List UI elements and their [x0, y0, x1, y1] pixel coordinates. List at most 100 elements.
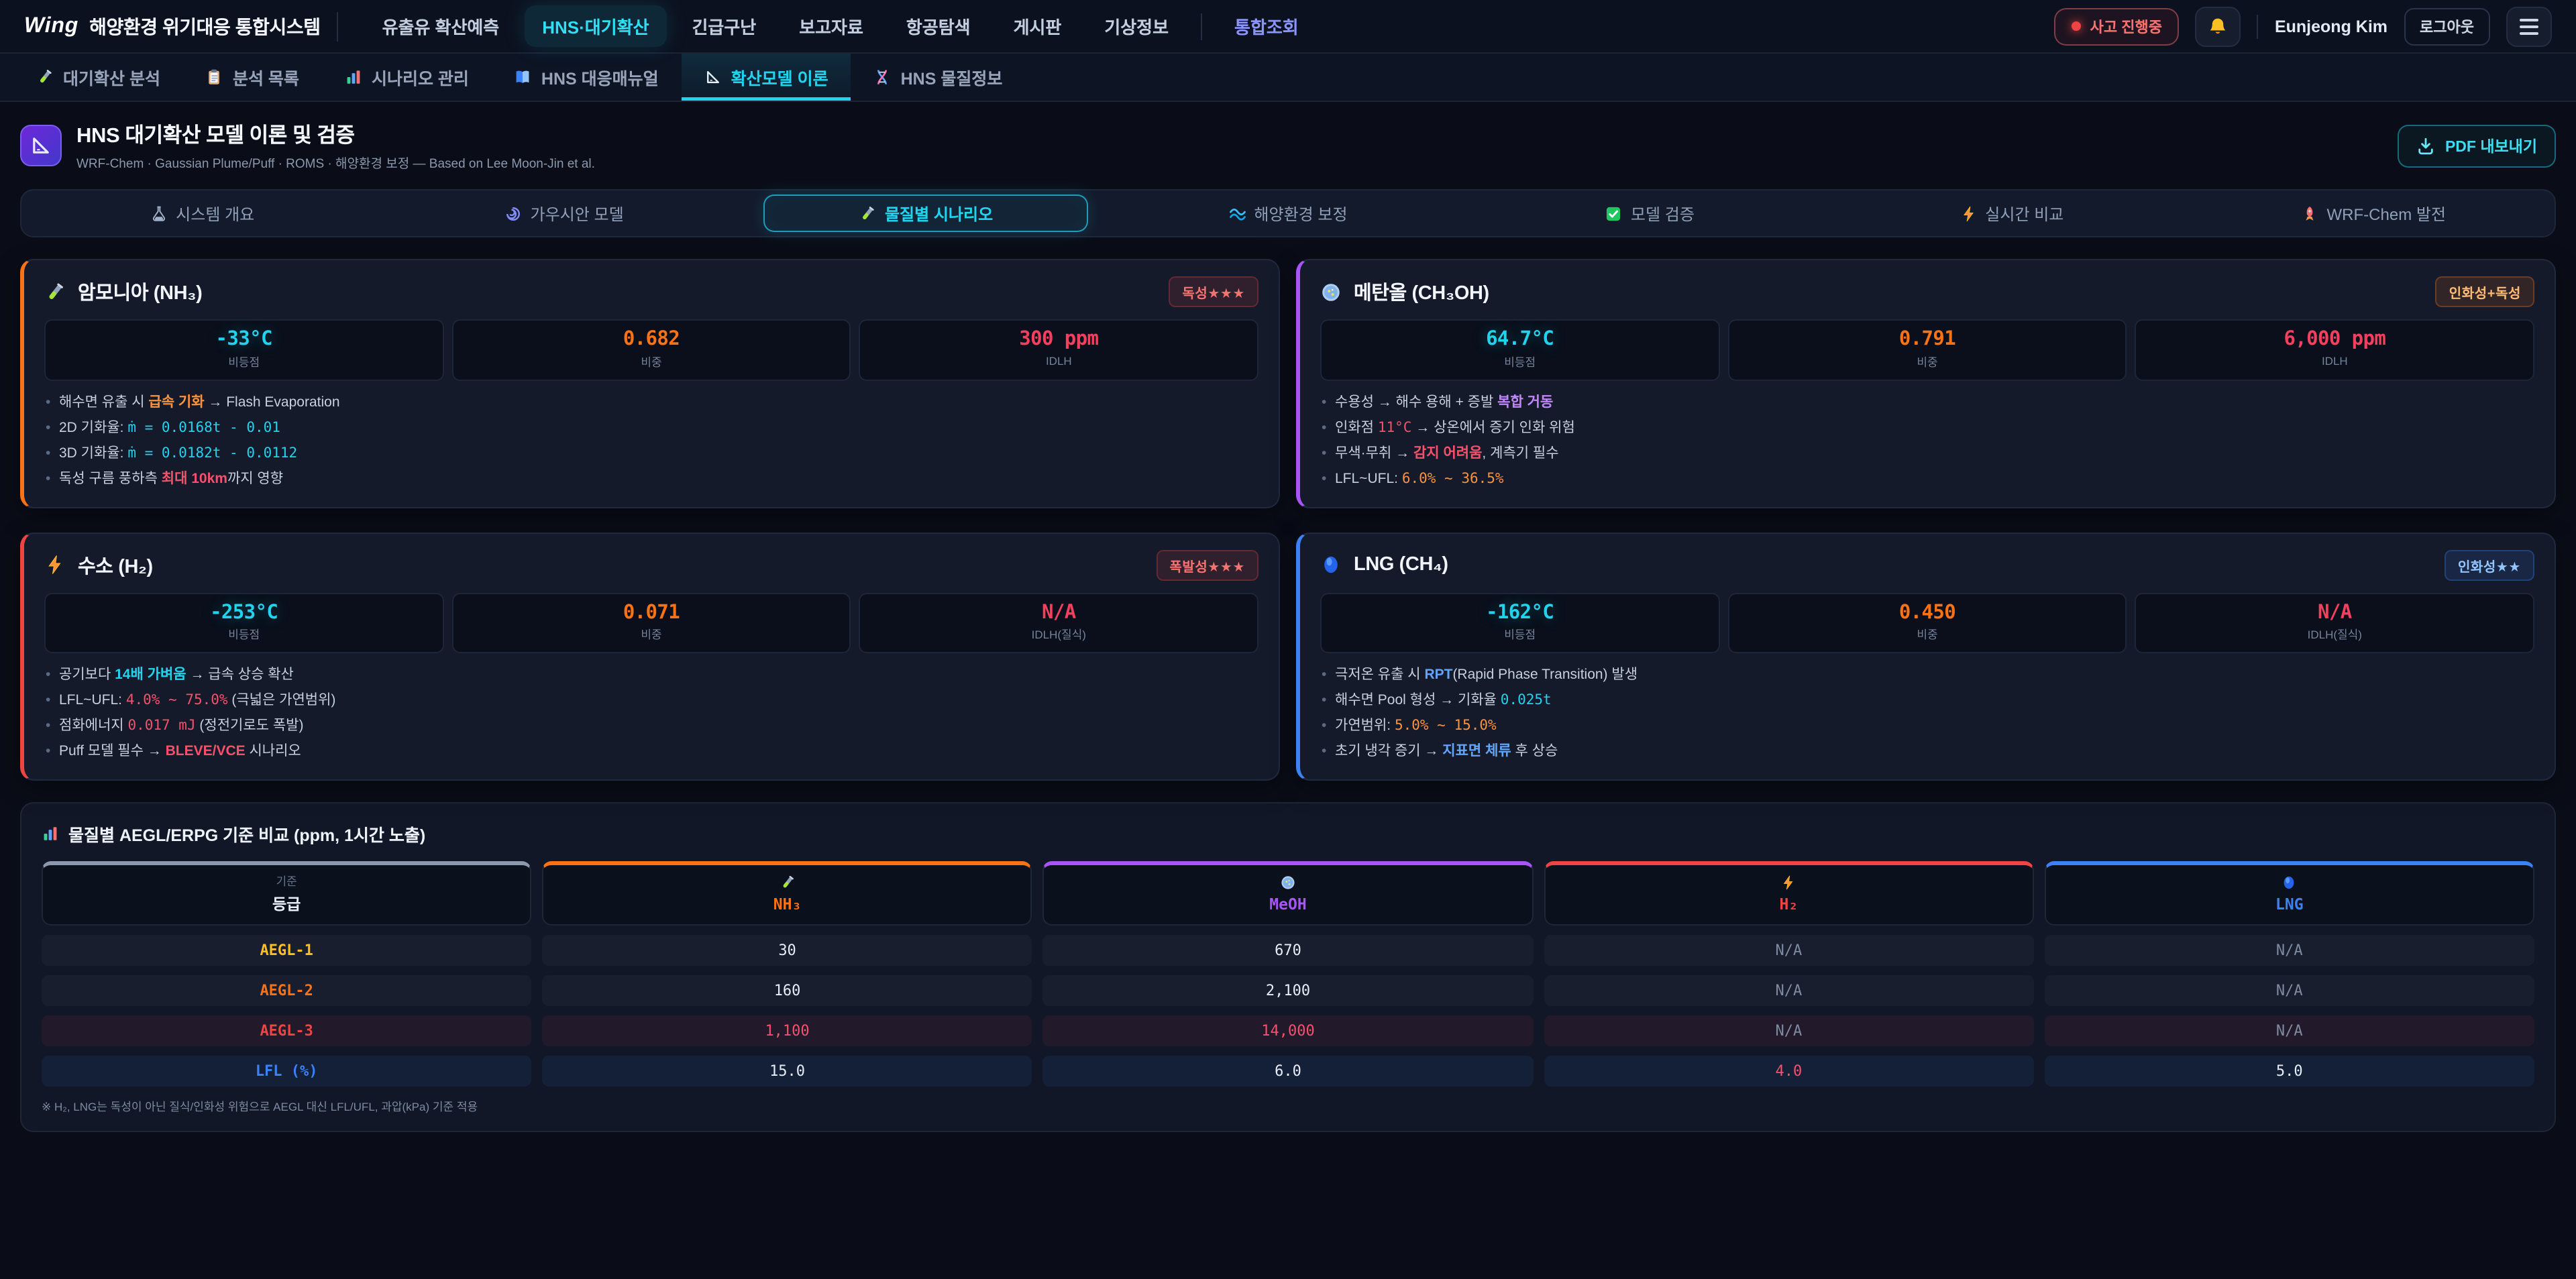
stat-box: -253°C 비등점: [44, 592, 444, 654]
notifications-button[interactable]: [2195, 6, 2241, 46]
subnav-item-2[interactable]: 시나리오 관리: [322, 54, 492, 101]
wave-icon: [1228, 205, 1246, 222]
note-line: 해수면 Pool 형성 → 기화율 0.025t: [1320, 692, 2534, 710]
bell-icon: [2208, 15, 2229, 37]
table-cell: 30: [542, 935, 1032, 966]
brand: Wing 해양환경 위기대응 통합시스템: [24, 13, 321, 40]
theory-tab-2[interactable]: 물질별 시나리오: [763, 194, 1089, 232]
note-line: 점화에너지 0.017 mJ (정전기로도 폭발): [44, 718, 1258, 736]
pdf-export-button[interactable]: PDF 내보내기: [2398, 124, 2556, 167]
table-cell: 14,000: [1042, 1015, 1534, 1047]
theory-tab-0[interactable]: 시스템 개요: [21, 190, 383, 236]
topnav-item-5[interactable]: 게시판: [1013, 17, 1062, 38]
topnav-item-4[interactable]: 항공탐색: [906, 17, 971, 38]
table-cell: 1,100: [542, 1015, 1032, 1047]
theory-tab-5[interactable]: 실시간 비교: [1831, 190, 2192, 236]
chart-icon: [345, 68, 362, 86]
aegl-table: 기준 등급 NH₃ MeOH H₂ LNG AEGL-1 30 670 N/A N/A AEGL-2 1…: [42, 861, 2534, 1087]
substance-notes: 해수면 유출 시 급속 기화 → Flash Evaporation 2D 기화율…: [44, 394, 1258, 489]
table-footnote: ※ H₂, LNG는 독성이 아닌 질식/인화성 위험으로 AEGL 대신 LF…: [42, 1100, 478, 1114]
page-header: HNS 대기확산 모델 이론 및 검증 WRF-Chem · Gaussian …: [20, 119, 2556, 172]
substance-card-nh3: 암모니아 (NH₃) 독성★★★ -33°C 비등점 0.682 비중 300 ppm IDL…: [20, 259, 1280, 508]
table-cell: N/A: [1544, 1015, 2034, 1047]
topnav-item-0[interactable]: 유출유 확산예측: [382, 17, 500, 38]
hazard-badge: 인화성★★: [2444, 549, 2534, 581]
nh3-icon: [44, 281, 66, 302]
theory-tab-1[interactable]: 가우시안 모델: [383, 190, 745, 236]
substance-cards: 암모니아 (NH₃) 독성★★★ -33°C 비등점 0.682 비중 300 ppm IDL…: [20, 259, 2556, 781]
hazard-badge: 인화성+독성: [2435, 276, 2534, 307]
table-cell: 160: [542, 975, 1032, 1007]
menu-divider: [1201, 13, 1203, 40]
triangle-ruler-icon: [30, 134, 52, 157]
subnav-item-label: HNS 대응매뉴얼: [541, 70, 659, 89]
col-3-icon: [2282, 875, 2298, 891]
subnav-item-0[interactable]: 대기확산 분석: [13, 54, 183, 101]
stat-box: 0.791 비중: [1727, 319, 2127, 380]
sub-navbar: 대기확산 분석 분석 목록 시나리오 관리 HNS 대응매뉴얼 확산모델 이론 HNS 물…: [0, 54, 2576, 102]
stat-label: 비등점: [228, 628, 260, 642]
stat-box: N/A IDLH(질식): [859, 592, 1258, 654]
bar-chart-icon: [42, 825, 59, 842]
note-line: 극저온 유출 시 RPT(Rapid Phase Transition) 발생: [1320, 667, 2534, 685]
subnav-item-3[interactable]: HNS 대응매뉴얼: [492, 54, 682, 101]
substance-card-meoh: 메탄올 (CH₃OH) 인화성+독성 64.7°C 비등점 0.791 비중 6,000 p…: [1296, 259, 2556, 508]
table-cell: 15.0: [542, 1056, 1032, 1087]
topnav-item-1[interactable]: HNS·대기확산: [525, 5, 667, 47]
alembic-icon: [150, 205, 168, 222]
note-line: 3D 기화율: ṁ = 0.0182t - 0.0112: [44, 445, 1258, 463]
stat-value: -162°C: [1486, 602, 1554, 624]
column-label: MeOH: [1269, 895, 1307, 914]
hamburger-icon: [2520, 18, 2538, 34]
topnav-item-7[interactable]: 통합조회: [1234, 17, 1299, 38]
note-line: 해수면 유출 시 급속 기화 → Flash Evaporation: [44, 394, 1258, 412]
theory-tab-4[interactable]: 모델 검증: [1469, 190, 1831, 236]
table-cell: 670: [1042, 935, 1534, 966]
cyclone-icon: [505, 205, 523, 222]
stat-label: 비등점: [1504, 628, 1536, 642]
page-content: HNS 대기확산 모델 이론 및 검증 WRF-Chem · Gaussian …: [0, 119, 2576, 1133]
substance-notes: 수용성 → 해수 용해 + 증발 복합 거동인화점 11°C → 상온에서 증기…: [1320, 394, 2534, 489]
top-navbar: Wing 해양환경 위기대응 통합시스템 유출유 확산예측 HNS·대기확산 긴급구…: [0, 0, 2576, 54]
meoh-icon: [1320, 281, 1342, 302]
subnav-item-1[interactable]: 분석 목록: [183, 54, 322, 101]
stat-value: 0.071: [623, 602, 680, 624]
theory-tab-6[interactable]: WRF-Chem 발전: [2193, 190, 2555, 236]
substance-notes: 극저온 유출 시 RPT(Rapid Phase Transition) 발생해…: [1320, 667, 2534, 762]
topnav-item-6[interactable]: 기상정보: [1104, 17, 1169, 38]
divider: [336, 11, 338, 41]
row-label-cell: AEGL-1: [42, 935, 532, 966]
note-line: 무색·무취 → 감지 어려움, 계측기 필수: [1320, 445, 2534, 463]
logout-button[interactable]: 로그아웃: [2404, 7, 2490, 45]
theory-tab-label: WRF-Chem 발전: [2326, 205, 2447, 223]
note-line: 초기 냉각 증기 → 지표면 체류 후 상승: [1320, 744, 2534, 762]
tube-icon: [36, 68, 54, 86]
table-cell: N/A: [2044, 935, 2534, 966]
topnav-item-3[interactable]: 보고자료: [799, 17, 863, 38]
subnav-item-label: 시나리오 관리: [371, 70, 469, 89]
stat-box: 0.071 비중: [451, 592, 851, 654]
subnav-item-5[interactable]: HNS 물질정보: [851, 54, 1026, 101]
topnav-item-2[interactable]: 긴급구난: [692, 17, 757, 38]
book-icon: [515, 68, 532, 86]
table-cell: N/A: [2044, 1015, 2534, 1047]
stat-box: -33°C 비등점: [44, 319, 444, 380]
note-line: 독성 구름 풍하측 최대 10km까지 영향: [44, 471, 1258, 489]
theory-tab-3[interactable]: 해양환경 보정: [1107, 190, 1468, 236]
stat-value: 0.682: [623, 329, 680, 350]
substance-card-h2: 수소 (H₂) 폭발성★★★ -253°C 비등점 0.071 비중 N/A IDLH(질식)…: [20, 532, 1280, 781]
page-icon: [20, 125, 62, 166]
table-header-nh₃: NH₃: [542, 861, 1032, 926]
aegl-table-section: 물질별 AEGL/ERPG 기준 비교 (ppm, 1시간 노출) 기준 등급 NH…: [20, 802, 2556, 1133]
theory-tab-label: 모델 검증: [1630, 205, 1695, 223]
row-label-cell: AEGL-3: [42, 1015, 532, 1047]
menu-button[interactable]: [2506, 6, 2552, 46]
subnav-item-4[interactable]: 확산모델 이론: [681, 54, 851, 101]
table-cell: N/A: [1544, 975, 2034, 1007]
table-cell: 4.0: [1544, 1056, 2034, 1087]
col-0-icon: [780, 875, 796, 891]
table-header-meoh: MeOH: [1042, 861, 1534, 926]
table-cell: 2,100: [1042, 975, 1534, 1007]
incident-status-label: 사고 진행중: [2090, 19, 2162, 36]
